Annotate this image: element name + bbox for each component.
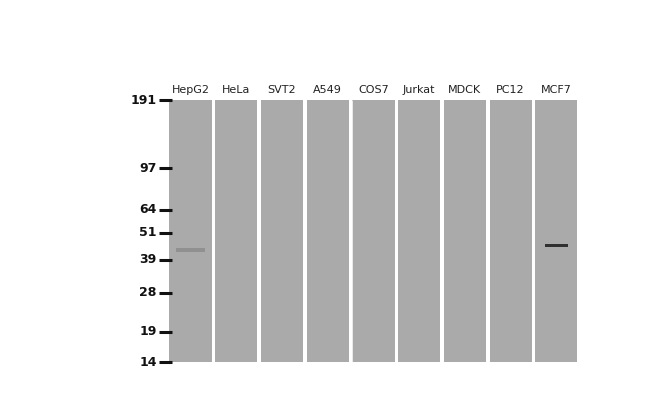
Bar bbox=[307, 100, 349, 362]
Text: HeLa: HeLa bbox=[222, 85, 250, 95]
Text: Jurkat: Jurkat bbox=[403, 85, 436, 95]
Text: MDCK: MDCK bbox=[448, 85, 482, 95]
Text: 28: 28 bbox=[140, 286, 157, 299]
Text: 97: 97 bbox=[140, 162, 157, 175]
Bar bbox=[444, 100, 486, 362]
Bar bbox=[398, 100, 440, 362]
Bar bbox=[352, 100, 395, 362]
Text: HepG2: HepG2 bbox=[172, 85, 209, 95]
Text: 191: 191 bbox=[131, 94, 157, 107]
Bar bbox=[215, 100, 257, 362]
Bar bbox=[176, 247, 205, 252]
Text: SVT2: SVT2 bbox=[268, 85, 296, 95]
Bar bbox=[261, 100, 303, 362]
Bar bbox=[535, 100, 577, 362]
Text: 14: 14 bbox=[139, 356, 157, 369]
Text: 19: 19 bbox=[140, 325, 157, 338]
Text: MCF7: MCF7 bbox=[541, 85, 572, 95]
Text: 51: 51 bbox=[139, 226, 157, 239]
Bar bbox=[545, 244, 568, 247]
Text: PC12: PC12 bbox=[497, 85, 525, 95]
Text: A549: A549 bbox=[313, 85, 342, 95]
Text: 39: 39 bbox=[140, 253, 157, 266]
Bar bbox=[170, 100, 212, 362]
Text: 64: 64 bbox=[140, 203, 157, 216]
Text: COS7: COS7 bbox=[358, 85, 389, 95]
Bar bbox=[489, 100, 532, 362]
